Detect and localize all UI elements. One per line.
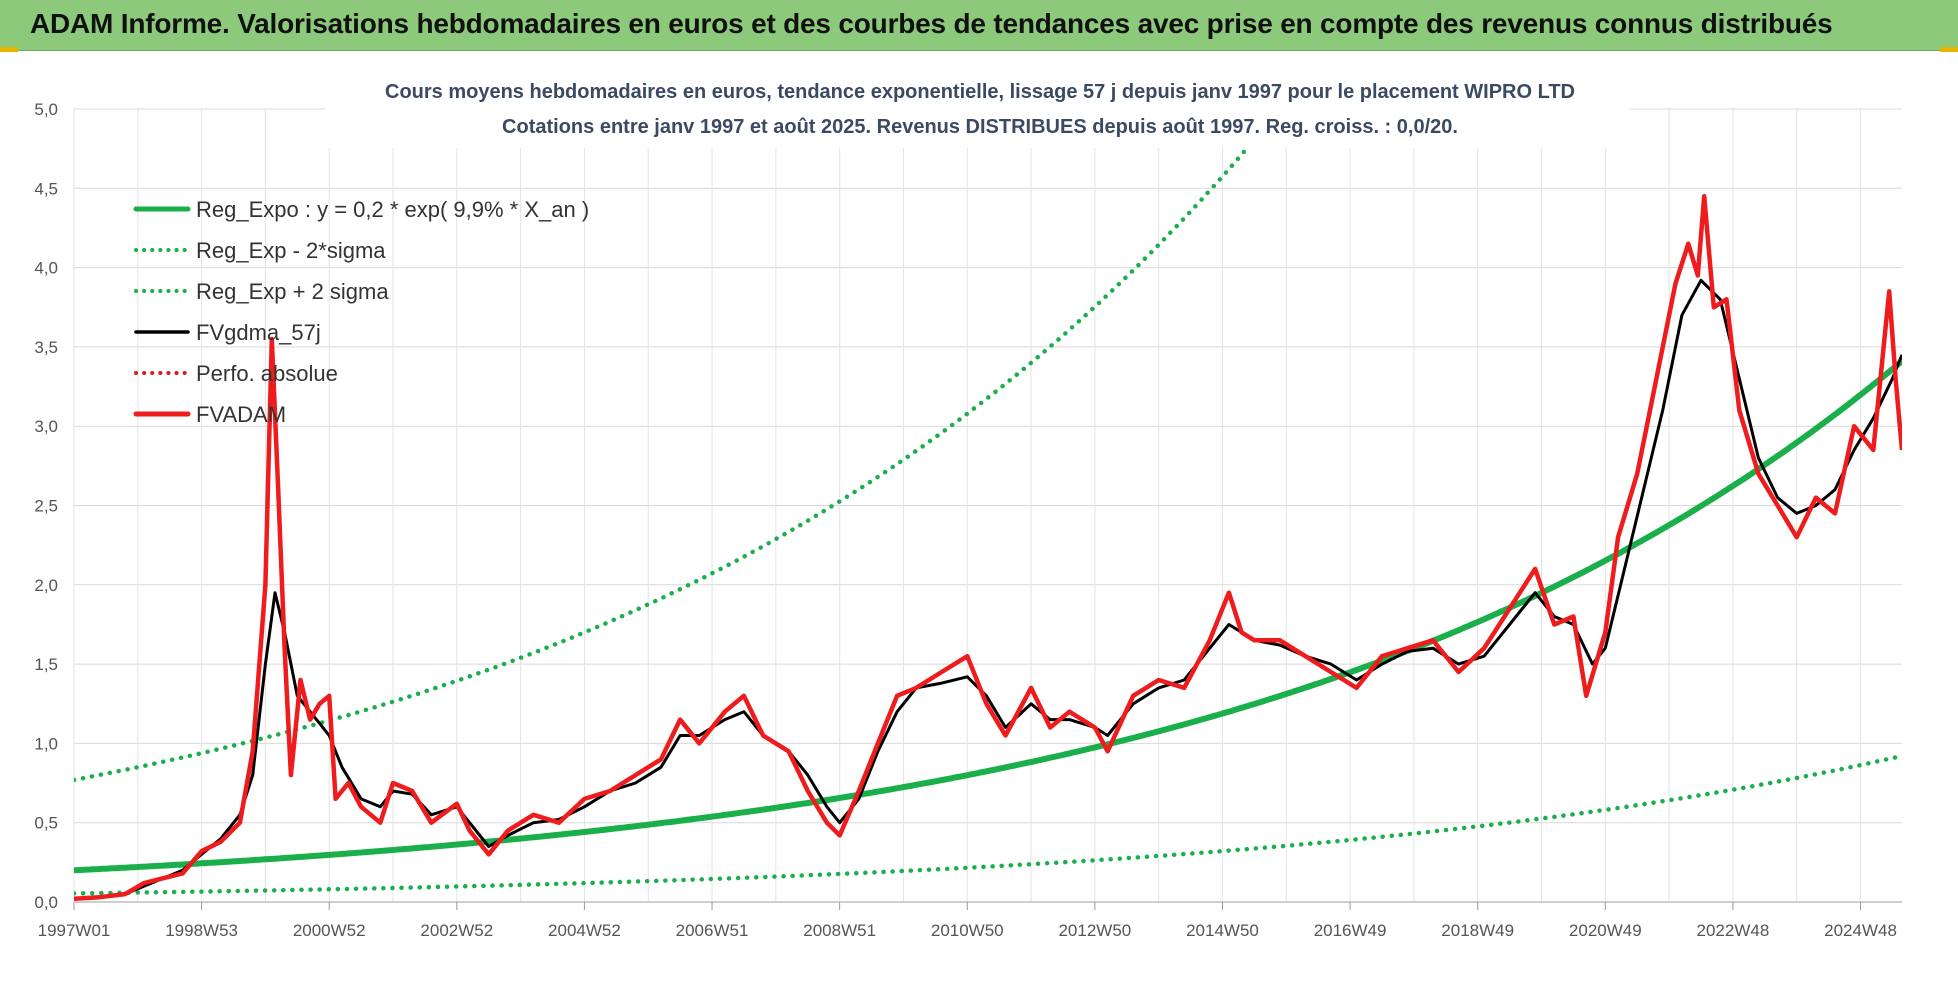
x-tick-label: 2010W50 [931, 921, 1004, 940]
y-tick-label: 1,0 [34, 734, 58, 753]
line-chart: 0,0 0,5 1,0 1,5 2,0 2,5 3,0 3,5 4,0 4,5 5,0 1997W0… [0, 52, 1958, 978]
y-tick-label: 4,5 [34, 179, 58, 198]
legend-label: Reg_Exp + 2 sigma [196, 279, 389, 304]
x-tick-label: 1997W01 [38, 921, 111, 940]
legend-label: FVADAM [196, 402, 286, 427]
x-tick-label: 2024W48 [1824, 921, 1897, 940]
banner-corner-right [1940, 47, 1958, 53]
chart-subtitle: Cotations entre janv 1997 et août 2025. … [502, 116, 1458, 138]
x-tick-label: 2014W50 [1186, 921, 1259, 940]
title-box [325, 60, 1630, 148]
legend-label: Reg_Exp - 2*sigma [196, 238, 386, 263]
x-tick-label: 2020W49 [1569, 921, 1642, 940]
x-tick-label: 2022W48 [1697, 921, 1770, 940]
x-tick-label: 2016W49 [1314, 921, 1387, 940]
series-line-fvgdma [74, 278, 1902, 901]
chart-container: 0,0 0,5 1,0 1,5 2,0 2,5 3,0 3,5 4,0 4,5 5,0 1997W0… [0, 52, 1958, 978]
x-tick-label: 2006W51 [676, 921, 749, 940]
y-tick-label: 3,5 [34, 338, 58, 357]
banner: ADAM Informe. Valorisations hebdomadaire… [0, 0, 1958, 51]
x-axis-ticks: 1997W01 1998W53 2000W52 2002W52 2004W52 2006W… [38, 902, 1897, 940]
x-tick-label: 2000W52 [293, 921, 366, 940]
y-tick-label: 1,5 [34, 655, 58, 674]
legend-label: Reg_Expo : y = 0,2 * exp( 9,9% * X_an ) [196, 197, 589, 222]
x-tick-label: 1998W53 [165, 921, 238, 940]
chart-background [0, 52, 1958, 978]
legend-label: Perfo. absolue [196, 361, 338, 386]
x-tick-label: 2002W52 [420, 921, 493, 940]
y-tick-label: 0,5 [34, 814, 58, 833]
legend: Reg_Expo : y = 0,2 * exp( 9,9% * X_an ) R… [133, 197, 589, 427]
legend-label: FVgdma_57j [196, 320, 321, 345]
series-lines [74, 105, 1902, 902]
chart-title: Cours moyens hebdomadaires en euros, ten… [385, 81, 1575, 103]
series-line-regression [74, 358, 1902, 874]
series-line-regression-low [74, 753, 1902, 896]
y-tick-label: 2,0 [34, 576, 58, 595]
banner-corner-left [0, 47, 18, 53]
series-line-fvadam [74, 193, 1902, 902]
y-tick-label: 2,5 [34, 497, 58, 516]
x-tick-label: 2008W51 [803, 921, 876, 940]
banner-title: ADAM Informe. Valorisations hebdomadaire… [30, 8, 1833, 39]
y-tick-label: 3,0 [34, 417, 58, 436]
y-tick-label: 4,0 [34, 259, 58, 278]
x-tick-label: 2004W52 [548, 921, 621, 940]
x-tick-label: 2012W50 [1058, 921, 1131, 940]
y-tick-label: 0,0 [34, 893, 58, 912]
series-line-regression-high [74, 105, 1286, 783]
y-tick-label: 5,0 [34, 100, 58, 119]
y-axis-ticks: 0,0 0,5 1,0 1,5 2,0 2,5 3,0 3,5 4,0 4,5 5,0 [34, 100, 58, 912]
x-tick-label: 2018W49 [1441, 921, 1514, 940]
